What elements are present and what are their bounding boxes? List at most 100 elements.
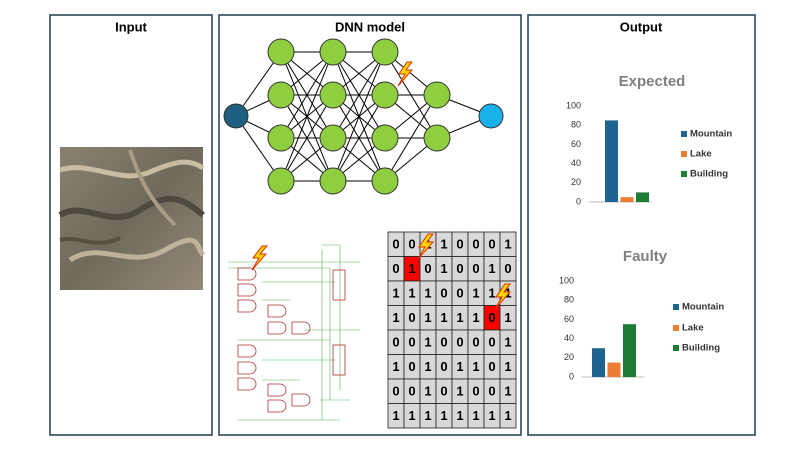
bit-value: 1 xyxy=(424,384,431,399)
legend-swatch xyxy=(681,171,687,177)
bit-value: 1 xyxy=(472,359,479,374)
bit-value: 0 xyxy=(392,335,399,350)
bit-value: 0 xyxy=(456,335,463,350)
bit-value: 1 xyxy=(424,335,431,350)
y-tick-label: 60 xyxy=(564,314,574,324)
bar xyxy=(636,192,649,202)
bit-value: 1 xyxy=(456,408,463,423)
bit-value: 1 xyxy=(504,384,511,399)
edge xyxy=(332,51,386,139)
terrain-image xyxy=(58,147,206,290)
neuron xyxy=(319,81,347,109)
bit-value: 0 xyxy=(472,237,479,252)
legend-swatch xyxy=(681,151,687,157)
bit-value: 1 xyxy=(504,359,511,374)
bit-value: 1 xyxy=(408,261,415,276)
edge xyxy=(280,51,334,139)
bit-value: 1 xyxy=(440,261,447,276)
bit-cell xyxy=(499,403,517,429)
legend-label: Mountain xyxy=(690,129,732,140)
bar xyxy=(605,120,618,202)
neuron xyxy=(371,124,399,152)
neuron xyxy=(423,81,451,109)
bit-value: 1 xyxy=(504,310,511,325)
bit-value: 0 xyxy=(440,359,447,374)
bit-value: 0 xyxy=(440,286,447,301)
legend-label: Building xyxy=(690,169,728,180)
bit-value: 0 xyxy=(456,286,463,301)
bit-value: 0 xyxy=(488,310,495,325)
bit-value: 1 xyxy=(424,310,431,325)
bit-value: 1 xyxy=(456,359,463,374)
bit-value: 1 xyxy=(504,408,511,423)
bit-value: 1 xyxy=(504,237,511,252)
bit-value: 0 xyxy=(488,359,495,374)
bit-value: 0 xyxy=(408,335,415,350)
neuron xyxy=(371,81,399,109)
y-tick-label: 40 xyxy=(564,333,574,343)
bit-value: 1 xyxy=(440,237,447,252)
bit-value: 1 xyxy=(472,408,479,423)
bit-value: 0 xyxy=(456,237,463,252)
neuron xyxy=(267,81,295,109)
bit-value: 1 xyxy=(424,286,431,301)
neuron xyxy=(319,124,347,152)
bit-grid: 0011000101010010111001111011110100100001… xyxy=(387,231,517,429)
panel-title: DNN model xyxy=(335,19,405,34)
bit-value: 1 xyxy=(472,286,479,301)
bit-value: 0 xyxy=(472,261,479,276)
bit-value: 0 xyxy=(392,261,399,276)
neuron xyxy=(371,38,399,66)
panel-title: Input xyxy=(115,19,147,34)
edge xyxy=(280,51,334,182)
bit-value: 0 xyxy=(424,261,431,276)
y-tick-label: 20 xyxy=(571,177,581,187)
bit-value: 1 xyxy=(488,261,495,276)
bit-value: 1 xyxy=(472,310,479,325)
charts: Expected 0 20 40 60 80 100 Mountain Lake Building… xyxy=(559,73,732,381)
y-tick-label: 0 xyxy=(569,371,574,381)
bit-value: 0 xyxy=(392,384,399,399)
neuron xyxy=(319,38,347,66)
neuron xyxy=(319,167,347,195)
bit-value: 1 xyxy=(488,408,495,423)
bit-value: 1 xyxy=(456,310,463,325)
bit-value: 1 xyxy=(408,286,415,301)
y-tick-label: 80 xyxy=(571,120,581,130)
bit-value: 0 xyxy=(440,384,447,399)
neuron xyxy=(267,124,295,152)
neuron xyxy=(223,103,249,129)
edge xyxy=(332,51,386,182)
neuron xyxy=(267,167,295,195)
bit-value: 0 xyxy=(488,335,495,350)
bar xyxy=(592,348,605,377)
circuit xyxy=(228,244,360,421)
bar xyxy=(623,324,636,377)
neuron xyxy=(423,124,451,152)
neural-network xyxy=(223,38,504,195)
y-tick-label: 100 xyxy=(559,275,574,285)
bit-value: 0 xyxy=(472,335,479,350)
bit-value: 0 xyxy=(488,384,495,399)
legend-swatch xyxy=(673,345,679,351)
bit-value: 0 xyxy=(408,310,415,325)
neuron xyxy=(267,38,295,66)
edge xyxy=(384,94,438,182)
y-tick-label: 0 xyxy=(576,196,581,206)
bit-value: 0 xyxy=(456,261,463,276)
bit-value: 0 xyxy=(504,261,511,276)
legend-swatch xyxy=(673,325,679,331)
edge xyxy=(280,94,334,182)
bar xyxy=(620,197,634,202)
bit-value: 0 xyxy=(392,237,399,252)
legend-swatch xyxy=(673,304,679,310)
bit-value: 0 xyxy=(488,237,495,252)
bit-value: 1 xyxy=(424,359,431,374)
panel-title: Output xyxy=(620,19,663,34)
y-tick-label: 40 xyxy=(571,158,581,168)
chart-title: Faulty xyxy=(623,248,668,265)
legend-label: Lake xyxy=(682,323,704,334)
bit-value: 0 xyxy=(472,384,479,399)
chart-title: Expected xyxy=(619,73,686,90)
y-tick-label: 20 xyxy=(564,352,574,362)
